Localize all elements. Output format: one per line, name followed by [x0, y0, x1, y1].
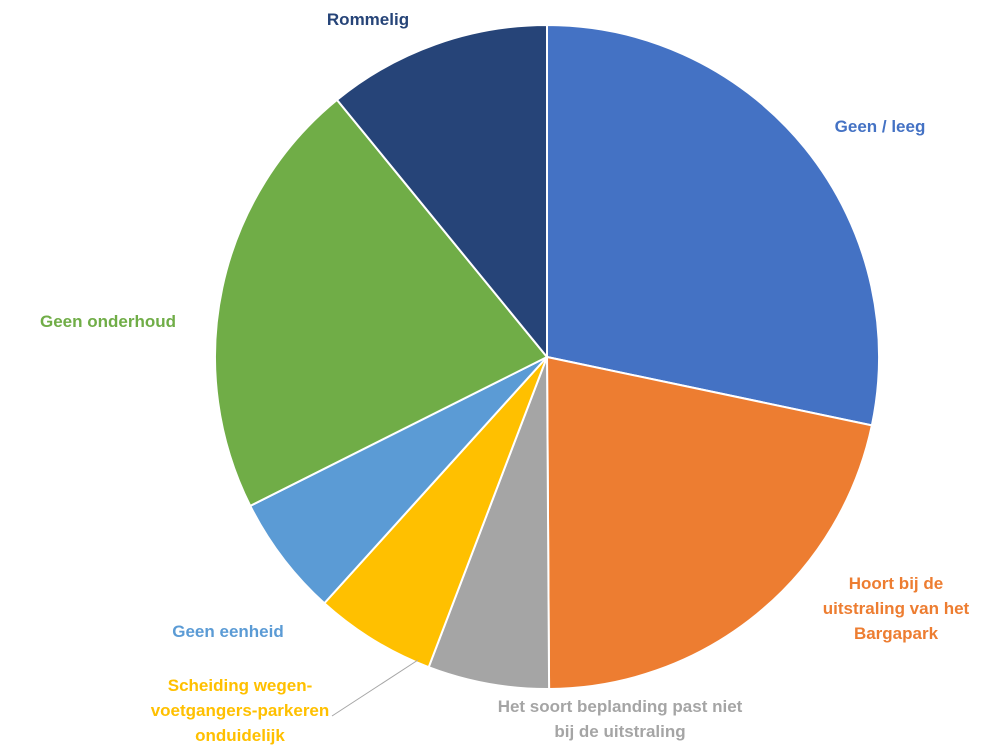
pie-slice-geen-leeg — [546, 23, 880, 427]
data-label-hoort-bij-de-uitstraling-van-het-bargapark: Hoort bij de uitstraling van het Bargapark — [823, 574, 970, 643]
data-label-line: Hoort bij de — [849, 574, 943, 593]
data-label-line: onduidelijk — [195, 726, 285, 745]
pie-slice-geen-eenheid — [248, 356, 548, 605]
data-label-line: uitstraling van het — [823, 599, 970, 618]
data-label-line: Rommelig — [327, 10, 409, 29]
data-label-line: Het soort beplanding past niet — [498, 697, 743, 716]
data-label-line: Bargapark — [854, 624, 939, 643]
data-label-line: Geen / leeg — [835, 117, 926, 136]
pie-slice-het-soort-beplanding-past-niet-bij-de-uitstraling — [427, 356, 551, 690]
data-label-geen-onderhoud: Geen onderhoud — [40, 312, 176, 331]
data-label-line: bij de uitstraling — [554, 722, 685, 741]
data-label-line: Geen eenheid — [172, 622, 283, 641]
data-label-line: Geen onderhoud — [40, 312, 176, 331]
data-label-scheiding-wegen-voetgangers-parkeren-onduidelijk: Scheiding wegen-voetgangers-parkeren ondu… — [151, 676, 330, 745]
leader-line — [331, 659, 419, 717]
data-label-geen-eenheid: Geen eenheid — [172, 622, 283, 641]
pie-slice-rommelig — [335, 23, 548, 360]
data-label-rommelig: Rommelig — [327, 10, 409, 29]
pie-slice-scheiding-wegen-voetgangers-parkeren-onduidelijk — [322, 356, 548, 669]
pie-slice-geen-onderhoud — [214, 98, 549, 508]
data-label-het-soort-beplanding-past-niet-bij-de-uitstraling: Het soort beplanding past niet bij de uit… — [498, 697, 743, 741]
pie-slice-hoort-bij-de-uitstraling-van-het-bargapark — [545, 355, 874, 690]
pie-slices — [214, 23, 880, 690]
data-labels: Geen / leeg Hoort bij de uitstraling van h… — [40, 10, 970, 745]
data-label-line: voetgangers-parkeren — [151, 701, 330, 720]
data-label-geen-leeg: Geen / leeg — [835, 117, 926, 136]
data-label-line: Scheiding wegen- — [168, 676, 313, 695]
